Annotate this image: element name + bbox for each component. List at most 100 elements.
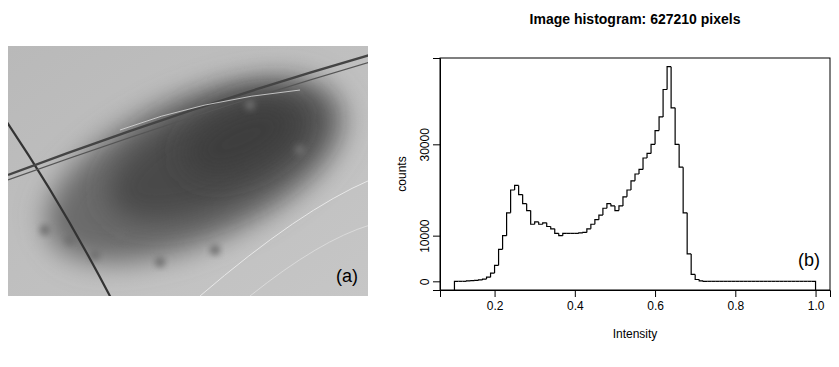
y-tick-mark	[433, 281, 440, 282]
histogram-step	[751, 281, 755, 282]
x-tick-mark	[655, 290, 656, 297]
histogram-step	[559, 233, 563, 235]
histogram-step	[587, 229, 591, 233]
spot	[115, 233, 125, 243]
histogram-step	[767, 281, 771, 282]
histogram-step	[739, 281, 743, 282]
histogram-step	[804, 281, 808, 282]
histogram-step	[643, 158, 647, 169]
y-axis-title: counts	[395, 156, 409, 191]
histogram-step	[659, 117, 663, 131]
lesion-outer	[20, 46, 368, 296]
panel-label: (a)	[336, 266, 358, 286]
x-tick-mark	[816, 290, 817, 297]
histogram-step	[703, 280, 707, 282]
plot-frame	[440, 58, 830, 290]
x-tick: 0.6	[647, 290, 664, 313]
x-axis: 0.2 0.4 0.6 0.8 1.0	[441, 290, 831, 313]
histogram-step	[539, 222, 543, 224]
x-tick-label: 0.6	[647, 299, 664, 313]
x-tick-mark	[575, 290, 576, 297]
histogram	[454, 67, 815, 290]
x-axis-line	[441, 291, 831, 298]
histogram-step	[547, 223, 551, 227]
x-tick-label: 0.2	[487, 299, 504, 313]
histogram-step	[591, 224, 595, 229]
histogram-step	[651, 144, 655, 153]
histogram-step	[575, 233, 579, 234]
y-tick-mark	[433, 144, 440, 145]
histogram-step	[503, 236, 507, 250]
histogram-step	[515, 185, 519, 190]
histogram-step	[607, 204, 611, 209]
histogram-step	[812, 281, 816, 290]
x-tick-label: 1.0	[808, 299, 825, 313]
histogram-step	[462, 281, 466, 282]
hair	[8, 55, 368, 175]
y-tick-label: 10000	[418, 219, 432, 253]
canvas: (a)0.20.40.60.81.001000030000Image histo…	[0, 0, 839, 367]
x-tick-mark	[735, 290, 736, 297]
spot	[155, 257, 165, 267]
histogram-step	[791, 281, 795, 282]
histogram-step	[719, 281, 723, 282]
histogram-step	[583, 232, 587, 234]
panel-label: (b)	[798, 250, 820, 270]
histogram-step	[619, 206, 623, 211]
histogram-step	[495, 265, 499, 273]
y-tick: 30000	[418, 128, 440, 162]
y-tick: 0	[418, 278, 440, 285]
x-axis-title: Intensity	[613, 327, 658, 341]
histogram-step	[615, 206, 619, 211]
x-tick: 0.4	[567, 290, 584, 313]
lesion-center	[174, 87, 308, 191]
histogram-step	[783, 281, 787, 282]
histogram-step	[699, 279, 703, 280]
spot	[40, 225, 50, 235]
histogram-step	[755, 281, 759, 282]
histogram-step	[454, 281, 458, 290]
y-tick-label: 0	[418, 278, 432, 285]
photo	[8, 46, 368, 296]
histogram-step	[475, 280, 479, 281]
histogram-step	[535, 222, 539, 224]
y-tick-label: 30000	[418, 128, 432, 162]
histogram-step	[759, 281, 763, 282]
lesion-core	[90, 63, 341, 248]
histogram-step	[787, 281, 791, 282]
histogram-step	[775, 281, 779, 282]
histogram-step	[711, 281, 715, 282]
histogram-step	[523, 195, 527, 204]
x-tick: 0.2	[487, 290, 504, 313]
histogram-step	[623, 197, 627, 206]
histogram-step	[695, 274, 699, 279]
spot	[245, 100, 255, 110]
histogram-step	[531, 211, 535, 225]
histogram-step	[567, 233, 571, 234]
histogram-step	[743, 281, 747, 282]
histogram-step	[491, 273, 495, 277]
histogram-step	[667, 67, 671, 90]
histogram-step	[487, 277, 491, 279]
histogram-step	[466, 280, 470, 282]
histogram-step	[458, 281, 462, 282]
histogram-step	[499, 249, 503, 265]
spot	[295, 145, 305, 155]
histogram-step	[639, 169, 643, 174]
histogram-step	[483, 278, 487, 280]
y-tick: 10000	[418, 219, 440, 253]
hair	[8, 62, 368, 180]
histogram-step	[779, 281, 783, 282]
hair	[8, 112, 112, 296]
histogram-step	[763, 281, 767, 282]
histogram-step	[715, 281, 719, 282]
x-tick-label: 0.8	[727, 299, 744, 313]
histogram-step	[507, 213, 511, 236]
spot	[90, 250, 100, 260]
histogram-step	[747, 281, 751, 282]
histogram-step	[655, 131, 659, 145]
histogram-step	[511, 190, 515, 213]
histogram-step	[675, 108, 679, 145]
y-axis: 0 10000 30000	[418, 59, 441, 291]
histogram-step	[731, 281, 735, 282]
